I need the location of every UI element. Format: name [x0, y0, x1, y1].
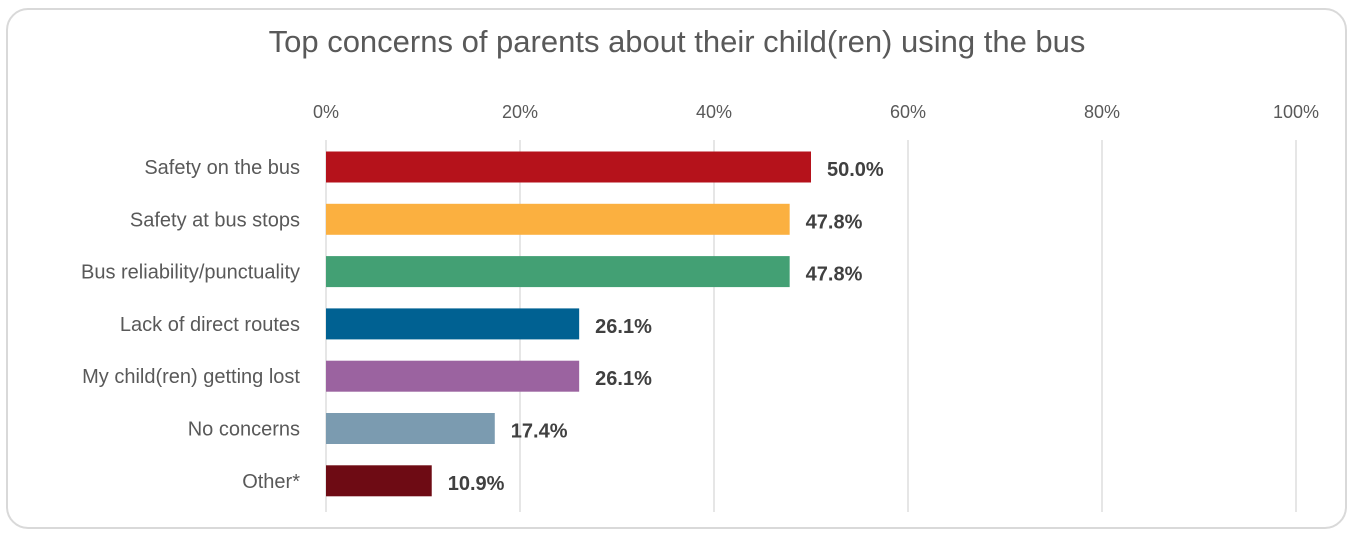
data-label-7: 10.9% — [448, 473, 505, 495]
bar-5 — [326, 360, 580, 392]
category-label-1: Safety on the bus — [144, 157, 300, 179]
x-axis-tick-labels: 0% 20% 40% 60% 80% 100% — [313, 102, 1319, 122]
data-labels: 50.0% 47.8% 47.8% 26.1% 26.1% 17.4% 10.9% — [448, 159, 884, 495]
x-tick-label-20: 20% — [502, 102, 538, 122]
bars — [326, 151, 811, 497]
bar-3 — [326, 256, 790, 288]
category-label-2: Safety at bus stops — [130, 209, 300, 231]
data-label-3: 47.8% — [806, 264, 863, 286]
gridlines — [325, 140, 1297, 512]
bar-2 — [326, 203, 790, 235]
data-label-2: 47.8% — [806, 211, 863, 233]
bar-6 — [326, 413, 495, 444]
data-label-1: 50.0% — [827, 159, 884, 181]
category-label-4: Lack of direct routes — [120, 314, 300, 336]
data-label-4: 26.1% — [595, 316, 652, 338]
bar-7 — [326, 465, 432, 497]
x-tick-label-0: 0% — [313, 102, 339, 122]
category-labels: Safety on the bus Safety at bus stops Bus … — [81, 157, 300, 493]
data-label-6: 17.4% — [511, 421, 568, 443]
category-label-5: My child(ren) getting lost — [82, 366, 300, 388]
data-label-5: 26.1% — [595, 368, 652, 390]
category-label-7: Other* — [242, 471, 300, 493]
category-label-6: No concerns — [188, 419, 300, 441]
x-tick-label-60: 60% — [890, 102, 926, 122]
bar-4 — [326, 308, 580, 340]
bar-1 — [326, 151, 811, 183]
category-label-3: Bus reliability/punctuality — [81, 262, 300, 284]
x-tick-label-80: 80% — [1084, 102, 1120, 122]
x-tick-label-40: 40% — [696, 102, 732, 122]
x-tick-label-100: 100% — [1273, 102, 1319, 122]
chart-title: Top concerns of parents about their chil… — [269, 24, 1086, 59]
